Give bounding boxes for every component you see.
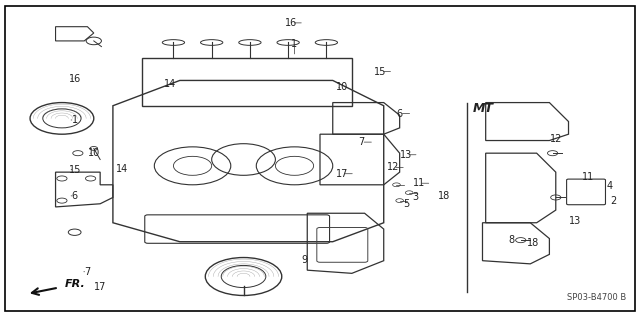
Text: 6: 6: [72, 191, 77, 201]
Text: 4: 4: [607, 182, 613, 191]
Text: 18: 18: [527, 238, 540, 248]
Text: 11: 11: [413, 178, 425, 188]
Text: 10: 10: [88, 148, 100, 158]
Text: 16: 16: [285, 18, 298, 28]
Text: SP03-B4700 B: SP03-B4700 B: [566, 293, 626, 302]
Text: 1: 1: [291, 39, 298, 49]
Text: 5: 5: [403, 199, 409, 209]
Text: 6: 6: [397, 109, 403, 119]
Text: 14: 14: [164, 79, 177, 89]
Text: 13: 13: [569, 216, 581, 226]
Text: 17: 17: [94, 282, 106, 292]
Text: 8: 8: [508, 235, 514, 245]
Text: 15: 15: [68, 165, 81, 174]
Text: 16: 16: [68, 74, 81, 84]
Text: 7: 7: [358, 137, 365, 147]
Text: 12: 12: [550, 134, 562, 144]
Text: 10: 10: [336, 82, 348, 93]
Text: 9: 9: [301, 255, 307, 265]
Text: 3: 3: [413, 192, 419, 202]
Text: FR.: FR.: [65, 279, 86, 289]
Text: 15: 15: [374, 67, 387, 77]
Text: MT: MT: [473, 102, 494, 115]
Text: 17: 17: [336, 169, 349, 179]
Text: 14: 14: [116, 164, 129, 174]
Text: 12: 12: [387, 162, 399, 172]
Text: 11: 11: [582, 172, 594, 182]
Text: 2: 2: [610, 196, 616, 206]
Text: 7: 7: [84, 267, 90, 277]
Text: 13: 13: [400, 150, 412, 160]
Text: 1: 1: [72, 115, 77, 125]
Text: 18: 18: [438, 191, 451, 201]
